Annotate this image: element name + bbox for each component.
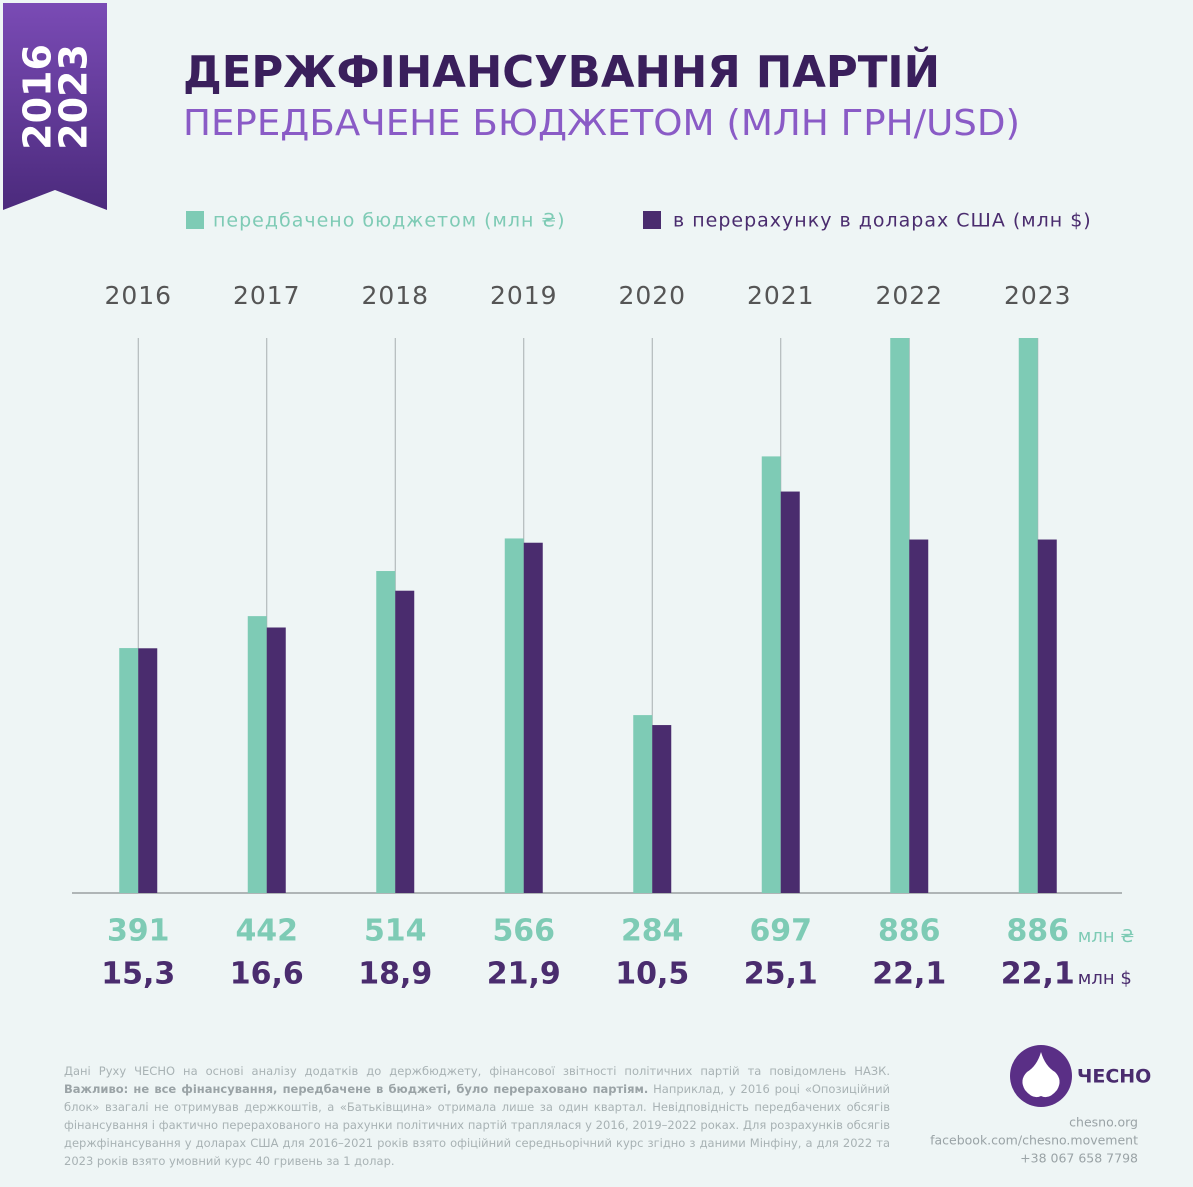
x-tick-label: 2016: [104, 281, 172, 310]
value-label: 886: [878, 914, 941, 949]
unit-label: млн ₴: [1078, 926, 1135, 947]
bar: [247, 616, 267, 893]
x-tick-label: 2017: [233, 281, 301, 310]
chart-subtitle: ПЕРЕДБАЧЕНЕ БЮДЖЕТОМ (МЛН ГРН/USD): [183, 103, 1020, 144]
legend-label: передбачено бюджетом (млн ₴): [213, 210, 566, 232]
footnote-text: Наприклад, у 2016 році «Опозиційний блок…: [64, 1082, 891, 1168]
bar: [119, 648, 139, 893]
ribbon: [3, 3, 107, 210]
value-label: 442: [235, 914, 298, 949]
bar: [652, 725, 672, 893]
value-label: 391: [107, 914, 170, 949]
contact: +38 067 658 7798: [1020, 1151, 1138, 1166]
value-label: 10,5: [615, 957, 689, 992]
value-label: 15,3: [101, 957, 175, 992]
legend-label: в перерахунку в доларах США (млн $): [673, 210, 1092, 232]
legend-swatch: [186, 211, 204, 229]
value-label: 514: [364, 914, 427, 949]
bar: [504, 538, 524, 893]
x-tick-label: 2020: [618, 281, 686, 310]
bar: [909, 539, 929, 893]
bar: [523, 542, 543, 893]
value-label: 25,1: [744, 957, 818, 992]
legend-swatch: [643, 211, 661, 229]
bar: [761, 456, 781, 893]
footnote-important: Важливо: не все фінансування, передбачен…: [64, 1082, 649, 1096]
footnote-text: Дані Руху ЧЕСНО на основі аналізу додатк…: [64, 1064, 890, 1078]
value-label: 22,1: [872, 957, 946, 992]
chart-title: ДЕРЖФІНАНСУВАННЯ ПАРТІЙ: [183, 45, 940, 98]
bar: [266, 627, 286, 893]
contact: chesno.org: [1069, 1115, 1138, 1130]
x-tick-label: 2019: [490, 281, 558, 310]
x-tick-label: 2022: [875, 281, 943, 310]
x-tick-label: 2021: [747, 281, 815, 310]
bar: [376, 571, 396, 893]
bar: [395, 590, 415, 893]
ribbon-year: 2016: [16, 44, 60, 150]
bar: [780, 491, 800, 893]
value-label: 18,9: [358, 957, 432, 992]
value-label: 697: [749, 914, 812, 949]
bar: [890, 338, 910, 893]
contact: facebook.com/chesno.movement: [930, 1133, 1138, 1148]
value-label: 21,9: [487, 957, 561, 992]
x-tick-label: 2018: [361, 281, 429, 310]
logo-garlic: [1022, 1052, 1060, 1098]
unit-label: млн $: [1078, 968, 1132, 989]
value-label: 284: [621, 914, 684, 949]
footnote: Дані Руху ЧЕСНО на основі аналізу додатк…: [64, 1062, 890, 1170]
x-tick-label: 2023: [1004, 281, 1072, 310]
bar: [1037, 539, 1057, 893]
value-label: 886: [1006, 914, 1069, 949]
bar: [633, 715, 653, 893]
value-label: 22,1: [1001, 957, 1075, 992]
ribbon-year: 2023: [52, 44, 96, 150]
logo-text: ЧЕСНО: [1077, 1066, 1151, 1088]
bar: [1018, 338, 1038, 893]
bar: [138, 648, 158, 893]
value-label: 16,6: [230, 957, 304, 992]
value-label: 566: [492, 914, 555, 949]
